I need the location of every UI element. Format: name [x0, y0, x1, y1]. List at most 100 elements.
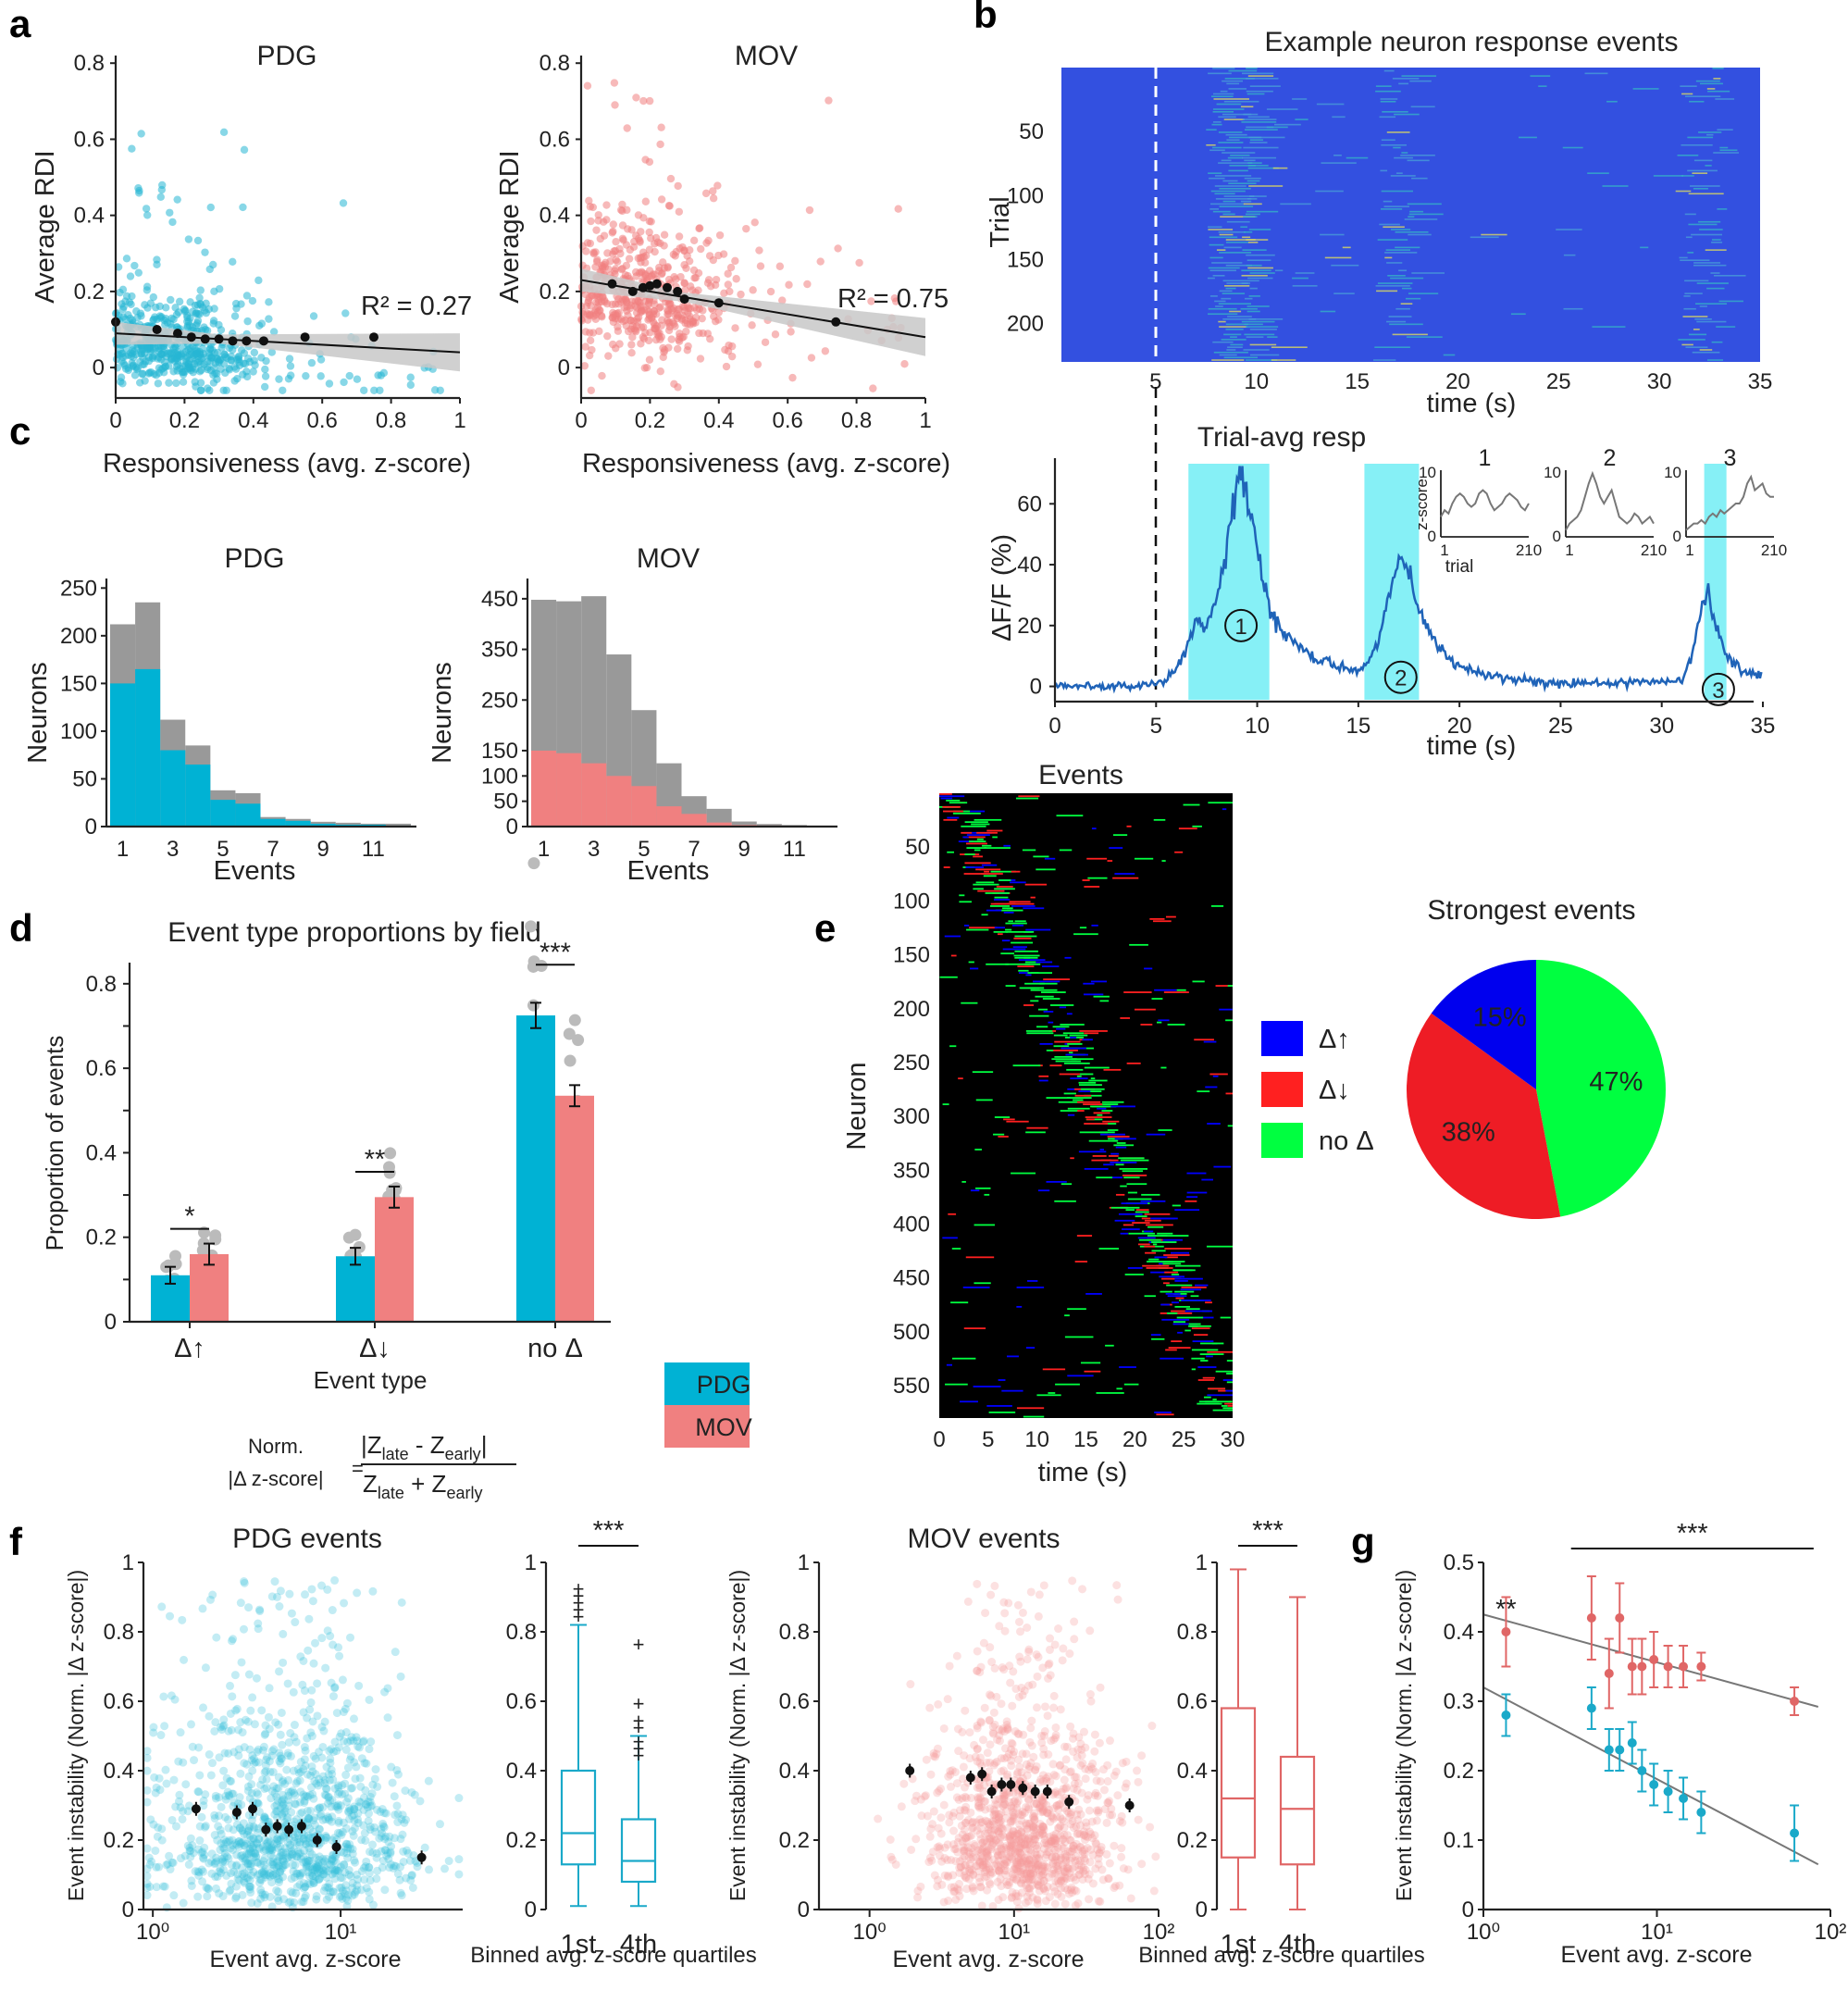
raster-event [1016, 1407, 1045, 1410]
f_pdg-point [147, 1857, 156, 1866]
raster-event [1184, 1310, 1213, 1313]
panel-f-pdg-xlabel: Event avg. z-score [209, 1947, 401, 1972]
raster-event [939, 795, 965, 798]
raster-ytick-label: 100 [893, 889, 930, 914]
significance-label: ** [365, 1145, 386, 1175]
raster-event [1127, 1267, 1143, 1269]
f_mov-binned-mean [1018, 1783, 1028, 1793]
f_pdg-point [303, 1855, 312, 1864]
f_pdg-point [210, 1814, 219, 1823]
f_pdg-point [301, 1835, 310, 1845]
f_pdg-point [219, 1715, 229, 1724]
f_pdg-point [167, 1815, 177, 1824]
f_pdg-point [366, 1792, 375, 1801]
f_pdg-point [334, 1818, 343, 1827]
raster-event [1153, 1217, 1178, 1220]
f_pdg-point [156, 1731, 166, 1740]
raster-event [1154, 1256, 1168, 1259]
heatmap-cell [1230, 336, 1237, 338]
f_pdg-point [291, 1888, 301, 1897]
f_pdg-point [254, 1845, 264, 1854]
f_mov-point [1032, 1798, 1041, 1808]
raster-event [1035, 995, 1054, 998]
raster-event [1030, 1000, 1039, 1002]
f_mov-point [1076, 1821, 1085, 1830]
f_pdg-point [260, 1847, 269, 1856]
f_pdg-ytick-label: 0 [122, 1897, 134, 1922]
a_mov-binned-mean [607, 279, 617, 289]
a_mov-point [726, 287, 734, 296]
f_pdg-point [205, 1859, 214, 1868]
f_pdg-point [149, 1728, 158, 1737]
heatmap-ytick-label: 100 [1007, 183, 1044, 208]
heatmap-cell [1222, 113, 1252, 116]
a_pdg-point [143, 345, 152, 354]
f_pdg-point [269, 1840, 279, 1849]
a_mov-point [709, 194, 718, 203]
f_pdg-point [319, 1866, 329, 1875]
raster-event [1005, 985, 1016, 987]
a_mov-point [639, 323, 648, 331]
f_pdg-point [266, 1844, 275, 1853]
a_pdg-point [209, 260, 217, 269]
f_pdg-point [240, 1841, 249, 1850]
f_pdg-point [244, 1670, 254, 1679]
raster-event [1120, 1185, 1127, 1188]
a_pdg-binned-mean [258, 336, 268, 346]
f_mov-point [1026, 1723, 1036, 1733]
f_pdg-point [367, 1801, 377, 1810]
f_pdg-point [310, 1821, 319, 1830]
f_mov-point [1137, 1751, 1147, 1760]
a_pdg-ytick-label: 0 [93, 355, 105, 380]
raster-event [1197, 1402, 1222, 1405]
a_pdg-point [242, 367, 251, 376]
raster-event [1174, 1305, 1191, 1308]
raster-event [1099, 1000, 1110, 1002]
a_mov-point [709, 187, 717, 195]
heatmap-cell [1700, 82, 1723, 85]
c_pdg-ytick-label: 100 [60, 719, 97, 744]
heatmap-cell [1653, 175, 1684, 177]
a_pdg-point [316, 372, 325, 380]
heatmap-cell [1223, 100, 1259, 103]
a_pdg-point [302, 371, 310, 380]
formula-denominator: Zlate + Zearly [363, 1470, 482, 1502]
f_pdg-point [356, 1885, 366, 1895]
f_mov-point [1146, 1823, 1155, 1832]
f_mov-point [1025, 1737, 1035, 1747]
f_pdg-point [226, 1681, 235, 1690]
raster-event [1154, 1412, 1172, 1413]
f_pdg_box-ytick-label: 1 [525, 1550, 537, 1575]
heatmap-cell [1218, 142, 1244, 143]
individual-point [382, 1161, 395, 1174]
raster-event [1181, 1299, 1198, 1301]
f_pdg-point [348, 1845, 357, 1854]
heatmap-cell [1212, 341, 1234, 343]
f_pdg-point [387, 1842, 396, 1851]
heatmap-cell [1379, 116, 1396, 118]
f_pdg-point [222, 1773, 231, 1783]
a_pdg-point [171, 304, 180, 312]
raster-event [1165, 1293, 1181, 1295]
legend-swatch-1 [1261, 1072, 1303, 1107]
heatmap-cell [1683, 295, 1691, 297]
f_mov-point [1016, 1657, 1025, 1666]
f_pdg-point [383, 1684, 392, 1693]
a_pdg-point [184, 235, 193, 243]
heatmap-cell [1717, 129, 1733, 131]
a_pdg-point [193, 236, 203, 245]
heatmap-cell [1688, 193, 1724, 195]
a_mov-point [834, 244, 842, 253]
f_pdg-point [351, 1858, 360, 1867]
f_pdg-point [288, 1888, 297, 1897]
f_pdg-point [273, 1835, 282, 1844]
f_mov-point [1006, 1678, 1015, 1687]
a_mov-point [628, 333, 637, 342]
f_pdg-point [290, 1733, 299, 1742]
f_pdg-point [330, 1869, 340, 1878]
a_mov-point [657, 195, 666, 204]
heatmap-cell [1556, 229, 1582, 230]
f_mov-point [1056, 1877, 1065, 1886]
f_pdg-point [175, 1797, 184, 1806]
a_pdg-point [169, 344, 178, 353]
